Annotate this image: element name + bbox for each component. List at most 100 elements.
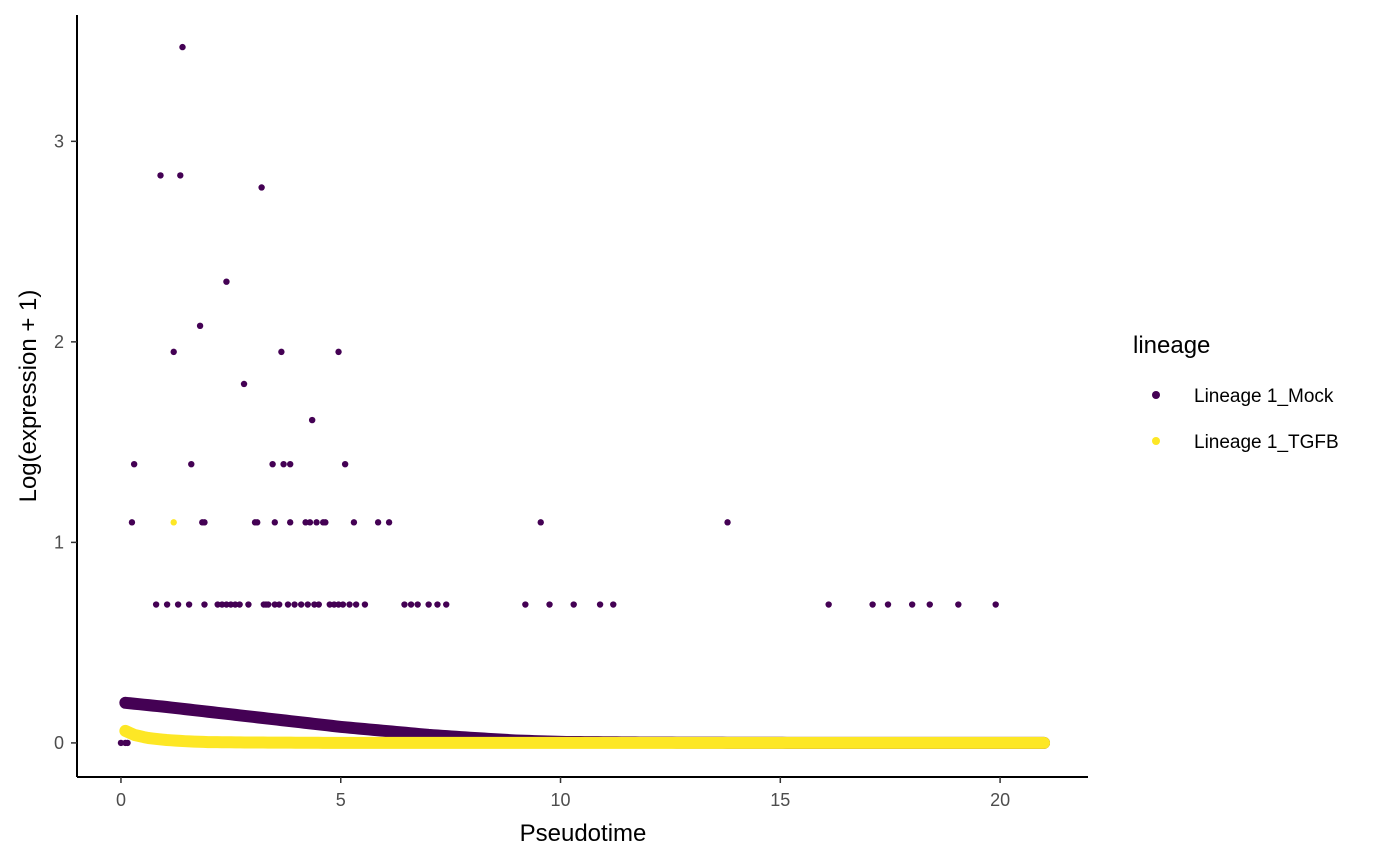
data-point-mock [236, 601, 243, 608]
data-point-mock [117, 739, 125, 747]
x-axis-title: Pseudotime [520, 820, 647, 847]
data-point-mock [869, 601, 876, 608]
data-point-mock [286, 519, 294, 526]
data-point-mock [339, 601, 347, 608]
x-tick-label: 20 [990, 790, 1010, 810]
smooth-curves [119, 696, 1051, 749]
data-point-mock [346, 601, 353, 608]
data-point-mock [315, 601, 322, 608]
data-point-mock [214, 601, 221, 608]
data-point-mock [322, 519, 329, 526]
data-point-mock [280, 460, 287, 468]
data-point-mock [414, 601, 421, 608]
data-point-mock [335, 601, 342, 608]
data-point-mock [308, 416, 316, 424]
data-point-mock [425, 601, 432, 608]
data-point-mock [232, 601, 239, 608]
legend-title: lineage [1133, 332, 1210, 359]
data-point-mock [352, 601, 360, 608]
data-point-mock [218, 601, 226, 608]
data-point-mock [443, 601, 450, 608]
y-tick-label: 2 [54, 332, 64, 352]
data-point-mock [201, 601, 208, 608]
data-point-mock [330, 601, 338, 608]
data-point-mock [570, 601, 577, 608]
plot-area [117, 43, 1051, 749]
y-axis-ticks: 0 1 2 3 [54, 131, 77, 753]
data-point-mock [240, 380, 248, 388]
y-tick-label: 1 [54, 532, 64, 552]
data-point-mock [254, 519, 261, 526]
data-point-mock [926, 601, 933, 608]
data-point-mock [174, 601, 182, 608]
legend-key-tgfb [1152, 437, 1160, 445]
data-point-mock [335, 348, 342, 356]
data-point-mock [269, 460, 276, 468]
data-point-mock [223, 601, 230, 608]
legend-label-tgfb: Lineage 1_TGFB [1194, 432, 1339, 453]
data-point-mock [170, 348, 177, 356]
smooth-curve-tgfb [119, 724, 1051, 749]
data-point-mock [223, 278, 230, 285]
data-point-mock [385, 519, 393, 526]
data-point-mock [227, 601, 235, 608]
data-point-mock [908, 601, 916, 608]
data-point-mock [407, 601, 415, 608]
data-point-mock [297, 601, 305, 608]
data-point-mock [955, 601, 962, 608]
y-tick-label: 3 [54, 131, 64, 151]
data-point-mock [188, 460, 195, 468]
x-tick-label: 5 [336, 790, 346, 810]
data-point-mock [245, 601, 252, 608]
x-tick-label: 10 [551, 790, 571, 810]
data-point-mock [201, 519, 208, 526]
data-point-mock [130, 460, 138, 468]
data-point-mock [724, 519, 731, 526]
y-axis-title: Log(expression + 1) [15, 290, 42, 503]
data-point-mock [185, 601, 193, 608]
data-point-mock [326, 601, 333, 608]
data-point-mock [341, 460, 349, 468]
data-point-mock [537, 519, 544, 526]
data-point-mock [271, 601, 279, 608]
data-point-mock [374, 519, 382, 526]
data-point-mock [196, 322, 204, 330]
data-point-mock [276, 601, 283, 608]
data-point-mock [177, 172, 184, 179]
data-point-mock [271, 519, 279, 526]
data-point-mock [992, 601, 999, 608]
data-point-mock [596, 601, 604, 608]
data-point-mock [291, 601, 298, 608]
x-tick-label: 0 [116, 790, 126, 810]
data-point-mock [522, 601, 529, 608]
data-point-mock [313, 519, 320, 526]
data-point-mock [434, 601, 441, 608]
legend-key-mock [1152, 391, 1160, 399]
data-point-mock [610, 601, 617, 608]
legend-label-mock: Lineage 1_Mock [1194, 386, 1334, 407]
data-point-mock [157, 172, 164, 179]
data-points [117, 43, 999, 747]
data-point-mock [124, 739, 131, 747]
data-point-mock [302, 519, 309, 526]
data-point-mock [179, 43, 186, 51]
data-point-mock [304, 601, 311, 608]
y-tick-label: 0 [54, 733, 64, 753]
data-point-mock [306, 519, 314, 526]
legend: lineage Lineage 1_Mock Lineage 1_TGFB [1133, 332, 1339, 453]
data-point-mock [401, 601, 408, 608]
data-point-tgfb [170, 519, 177, 526]
data-point-mock [311, 601, 318, 608]
data-point-mock [350, 519, 358, 526]
data-point-mock [284, 601, 292, 608]
data-point-mock [163, 601, 171, 608]
data-point-mock [128, 519, 136, 526]
data-point-mock [265, 601, 272, 608]
x-axis-ticks: 0 5 10 15 20 [116, 777, 1010, 810]
data-point-mock [884, 601, 892, 608]
x-tick-label: 15 [770, 790, 790, 810]
data-point-mock [258, 184, 265, 191]
data-point-mock [546, 601, 553, 608]
data-point-mock [825, 601, 832, 608]
